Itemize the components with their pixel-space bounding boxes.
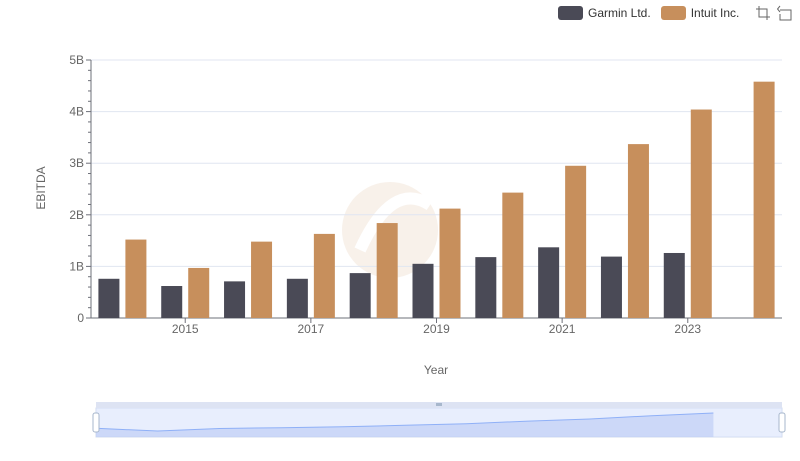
bar-garmin-2016[interactable] xyxy=(224,281,246,318)
bar-garmin-2023[interactable] xyxy=(663,252,685,318)
bar-intuit-2024[interactable] xyxy=(753,81,775,318)
bar-garmin-2015[interactable] xyxy=(161,286,183,318)
zoom-handle-left[interactable] xyxy=(92,412,100,433)
restore-icon[interactable] xyxy=(777,5,793,21)
zoom-icon[interactable] xyxy=(755,5,771,21)
bar-intuit-2015[interactable] xyxy=(188,267,210,318)
bar-garmin-2017[interactable] xyxy=(286,278,308,318)
y-tick-label: 2B xyxy=(69,208,84,222)
y-axis: 0 1B 2B 3B 4B 5B xyxy=(69,53,92,325)
zoom-preview-area xyxy=(96,413,714,437)
bar-garmin-2019[interactable] xyxy=(412,263,434,318)
bar-intuit-2014[interactable] xyxy=(125,239,147,318)
bar-intuit-2019[interactable] xyxy=(439,208,461,318)
legend-swatch-garmin xyxy=(558,6,583,20)
zoom-preview-line xyxy=(95,412,714,432)
bar-intuit-2021[interactable] xyxy=(565,165,587,318)
bar-intuit-2017[interactable] xyxy=(313,233,335,318)
y-tick-label: 0 xyxy=(77,311,84,325)
bar-intuit-2020[interactable] xyxy=(502,192,524,318)
bar-garmin-2022[interactable] xyxy=(600,256,622,318)
x-axis-title: Year xyxy=(424,363,448,377)
legend-label-garmin: Garmin Ltd. xyxy=(588,6,651,20)
x-tick-label: 2019 xyxy=(423,322,450,336)
x-tick-label: 2017 xyxy=(298,322,325,336)
y-tick-label: 5B xyxy=(69,53,84,67)
x-tick-label: 2023 xyxy=(674,322,701,336)
legend-item-garmin[interactable]: Garmin Ltd. xyxy=(558,6,651,20)
x-tick-label: 2021 xyxy=(549,322,576,336)
bar-intuit-2018[interactable] xyxy=(376,223,398,318)
y-tick-label: 1B xyxy=(69,259,84,273)
data-zoom-slider[interactable] xyxy=(92,402,786,438)
y-tick-label: 4B xyxy=(69,105,84,119)
y-axis-title: EBITDA xyxy=(34,166,48,209)
legend-item-intuit[interactable]: Intuit Inc. xyxy=(660,6,740,20)
bar-garmin-2018[interactable] xyxy=(349,273,371,318)
bar-garmin-2014[interactable] xyxy=(98,278,120,318)
bar-intuit-2022[interactable] xyxy=(627,144,649,318)
x-axis: 2015 2017 2019 2021 2023 xyxy=(91,317,782,336)
bar-intuit-2016[interactable] xyxy=(251,241,273,318)
zoom-handle-right[interactable] xyxy=(778,412,786,433)
bars xyxy=(98,81,775,318)
bar-garmin-2021[interactable] xyxy=(538,247,560,318)
bar-garmin-2020[interactable] xyxy=(475,257,497,318)
bar-intuit-2023[interactable] xyxy=(690,109,712,318)
x-tick-label: 2015 xyxy=(172,322,199,336)
y-tick-label: 3B xyxy=(69,156,84,170)
grid-lines xyxy=(91,59,782,267)
legend-swatch-intuit xyxy=(660,6,686,20)
legend: Garmin Ltd. Intuit Inc. xyxy=(558,4,793,22)
zoom-drag-grip[interactable] xyxy=(436,403,442,406)
legend-label-intuit: Intuit Inc. xyxy=(690,6,740,20)
